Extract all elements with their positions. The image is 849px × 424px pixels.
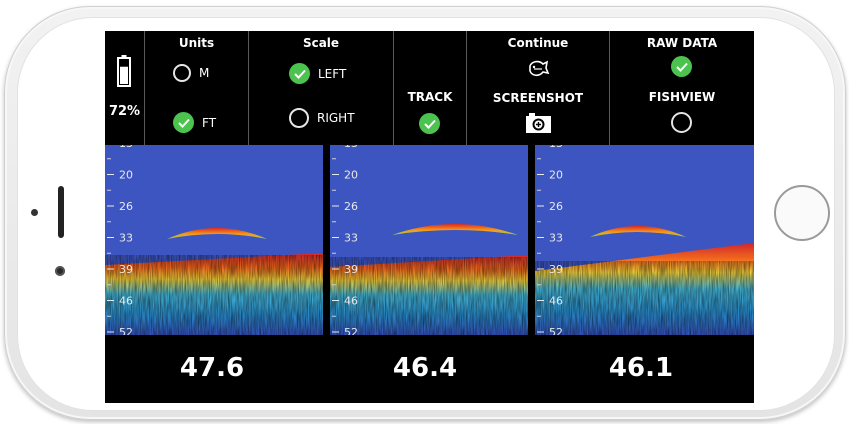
fish-arch bbox=[167, 228, 267, 239]
scale-cell: Scale LEFT RIGHT bbox=[249, 31, 394, 145]
battery-icon bbox=[117, 55, 131, 87]
units-header: Units bbox=[178, 36, 215, 50]
sonar-display: 13 20 26 33 39 46 52 13 20 26 33 39 46 52 13 20 26 33 39 46… bbox=[105, 137, 754, 349]
panel-separator bbox=[528, 145, 535, 335]
panel-separator bbox=[323, 145, 330, 335]
scale-option-right-label: RIGHT bbox=[317, 111, 355, 125]
proximity-sensor bbox=[31, 209, 38, 216]
scale-label: 46 bbox=[119, 295, 133, 308]
front-camera bbox=[55, 266, 65, 276]
track-label: TRACK bbox=[407, 90, 453, 104]
radio-unchecked-icon bbox=[173, 64, 191, 82]
scale-label: 46 bbox=[344, 295, 358, 308]
check-icon bbox=[675, 62, 688, 72]
check-circle-icon bbox=[419, 113, 440, 134]
battery-cell: 72% bbox=[105, 31, 145, 145]
scale-option-left[interactable]: LEFT bbox=[289, 63, 346, 84]
scale-header: Scale bbox=[302, 36, 340, 50]
units-option-ft[interactable]: FT bbox=[173, 112, 216, 133]
units-option-m[interactable]: M bbox=[173, 64, 209, 82]
sonar-svg: 13 20 26 33 39 46 52 13 20 26 33 39 46 52 13 20 26 33 39 46… bbox=[105, 137, 754, 349]
scale-option-left-label: LEFT bbox=[318, 66, 347, 81]
depth-value-right: 46.1 bbox=[608, 353, 674, 383]
sonar-panel-1: 13 20 26 33 39 46 52 bbox=[105, 137, 323, 349]
scale-label: 46 bbox=[549, 295, 563, 308]
depth-readout-bar: 47.6 46.4 46.1 bbox=[105, 335, 754, 403]
sonar-panel-3: 13 20 26 33 39 46 52 bbox=[535, 137, 754, 349]
sonar-panel-2: 13 20 26 33 39 46 52 bbox=[330, 137, 528, 349]
scale-option-right[interactable]: RIGHT bbox=[289, 108, 355, 128]
screenshot-label: SCREENSHOT bbox=[492, 91, 584, 105]
scale-label: 33 bbox=[344, 232, 358, 245]
speaker-grille bbox=[58, 186, 64, 238]
scale-label: 33 bbox=[549, 232, 563, 245]
rawdata-fishview-cell: RAW DATA FISHVIEW bbox=[610, 31, 754, 145]
track-cell[interactable]: TRACK bbox=[394, 31, 467, 145]
fish-continue-icon[interactable] bbox=[526, 58, 550, 80]
check-circle-icon bbox=[289, 63, 310, 84]
raw-data-header: RAW DATA bbox=[646, 36, 718, 50]
radio-unchecked-icon bbox=[289, 108, 309, 128]
units-option-ft-label: FT bbox=[202, 115, 217, 130]
scale-label: 52 bbox=[344, 326, 358, 335]
scale-label: 20 bbox=[119, 169, 133, 182]
scale-label: 33 bbox=[119, 232, 133, 245]
scale-label: 26 bbox=[549, 200, 563, 213]
scale-label: 39 bbox=[549, 263, 563, 276]
home-button[interactable] bbox=[774, 185, 830, 241]
raw-data-toggle[interactable] bbox=[671, 56, 692, 77]
fish-arch bbox=[392, 224, 518, 235]
scale-label: 13 bbox=[549, 145, 563, 150]
scale-label: 52 bbox=[549, 326, 563, 335]
units-cell: Units M FT bbox=[145, 31, 249, 145]
fishview-label: FISHVIEW bbox=[648, 90, 716, 104]
scale-label: 52 bbox=[119, 326, 133, 335]
scale-label: 26 bbox=[344, 200, 358, 213]
app-screen: 72% Units M FT Scale LEFT bbox=[105, 31, 754, 403]
scale-label: 26 bbox=[119, 200, 133, 213]
scale-label: 39 bbox=[119, 263, 133, 276]
continue-header: Continue bbox=[507, 36, 569, 50]
scale-label: 13 bbox=[119, 145, 133, 150]
depth-value-left: 47.6 bbox=[179, 353, 245, 383]
scale-label: 13 bbox=[344, 145, 358, 150]
top-toolbar: 72% Units M FT Scale LEFT bbox=[105, 31, 754, 145]
continue-cell: Continue SCREENSHOT bbox=[467, 31, 610, 145]
depth-value-center: 46.4 bbox=[392, 353, 458, 383]
fishview-toggle[interactable] bbox=[671, 112, 692, 133]
check-circle-icon bbox=[173, 112, 194, 133]
camera-icon[interactable] bbox=[525, 112, 552, 134]
fish-arch bbox=[590, 226, 686, 237]
battery-percent: 72% bbox=[108, 104, 141, 119]
scale-label: 20 bbox=[549, 169, 563, 182]
scale-label: 20 bbox=[344, 169, 358, 182]
scale-label: 39 bbox=[344, 263, 358, 276]
units-option-m-label: M bbox=[199, 66, 210, 80]
